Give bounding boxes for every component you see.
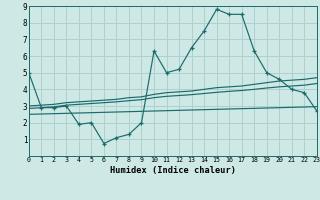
X-axis label: Humidex (Indice chaleur): Humidex (Indice chaleur) [110, 166, 236, 175]
